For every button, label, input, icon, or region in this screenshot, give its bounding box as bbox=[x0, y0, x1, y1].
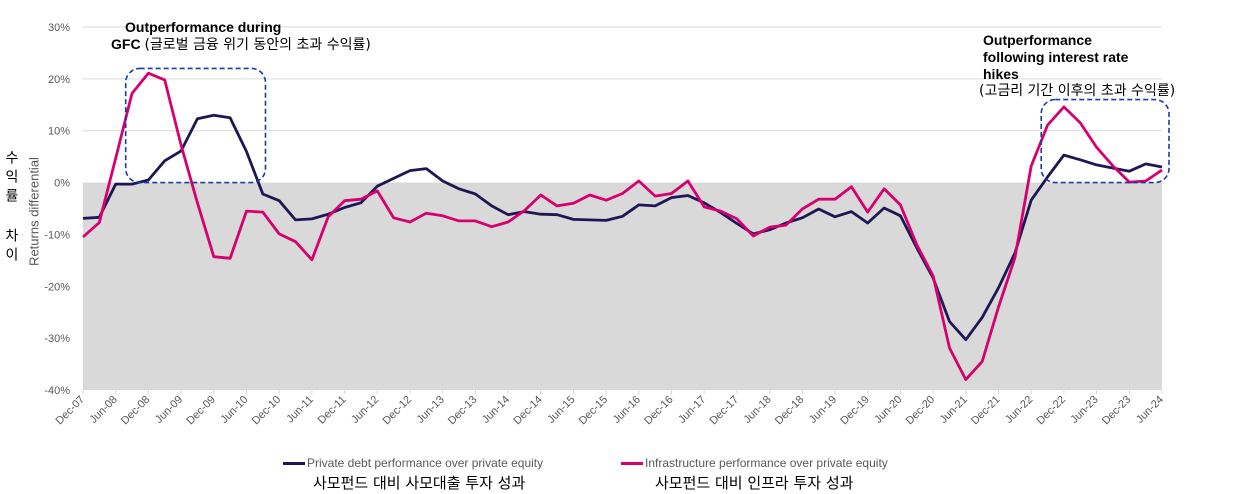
annotation-gfc-title2: GFC bbox=[111, 36, 141, 52]
legend-label: Private debt performance over private eq… bbox=[307, 456, 544, 470]
x-tick-label: Jun-21 bbox=[938, 394, 970, 426]
annotation-hikes-title3: hikes bbox=[983, 66, 1019, 82]
x-tick-label: Jun-14 bbox=[480, 394, 512, 426]
y-axis-label-korean: 수익률 차이 bbox=[3, 150, 19, 266]
y-tick-label: -40% bbox=[44, 385, 70, 397]
x-tick-label: Jun-20 bbox=[872, 394, 904, 426]
annotation-boxes bbox=[124, 67, 1170, 184]
y-tick-label: 30% bbox=[48, 22, 70, 34]
x-tick-label: Dec-23 bbox=[1100, 394, 1134, 428]
y-tick-label: -30% bbox=[44, 333, 70, 345]
x-tick-label: Jun-12 bbox=[349, 394, 381, 426]
x-tick-label: Dec-21 bbox=[969, 394, 1003, 428]
x-tick-label: Jun-16 bbox=[611, 394, 643, 426]
x-tick-label: Jun-15 bbox=[545, 394, 577, 426]
legend-item-infrastructure: Infrastructure performance over private … bbox=[621, 456, 888, 493]
legend-label: Infrastructure performance over private … bbox=[645, 456, 888, 470]
x-tick-label: Dec-16 bbox=[642, 394, 676, 428]
annotation-gfc: Outperformance during GFC (글로벌 금융 위기 동안의… bbox=[111, 19, 371, 54]
y-tick-label: -10% bbox=[44, 229, 70, 241]
x-tick-label: Dec-19 bbox=[838, 394, 872, 428]
x-tick-label: Dec-20 bbox=[904, 394, 938, 428]
x-tick-label: Dec-17 bbox=[707, 394, 741, 428]
x-tick-label: Jun-18 bbox=[741, 394, 773, 426]
x-tick-label: Dec-07 bbox=[54, 394, 88, 428]
x-tick-label: Jun-19 bbox=[807, 394, 839, 426]
x-tick-label: Dec-15 bbox=[577, 394, 611, 428]
legend-swatch-private-debt bbox=[283, 462, 305, 466]
x-tick-label: Jun-13 bbox=[415, 394, 447, 426]
series-line-infrastructure bbox=[82, 71, 1163, 382]
y-tick-label: 0% bbox=[54, 178, 70, 190]
x-tick-label: Dec-08 bbox=[119, 394, 153, 428]
x-tick-label: Dec-22 bbox=[1034, 394, 1068, 428]
y-axis-label: Returns differential bbox=[26, 157, 42, 266]
x-tick-label: Jun-08 bbox=[88, 394, 120, 426]
x-tick-label: Jun-24 bbox=[1134, 394, 1166, 426]
legend-label-korean: 사모펀드 대비 사모대출 투자 성과 bbox=[313, 474, 526, 492]
x-axis-ticks: Dec-07 Jun-08 Dec-08 Jun-09 Dec-09 Jun-10 Dec-… bbox=[54, 390, 1166, 428]
x-tick-label: Dec-18 bbox=[773, 394, 807, 428]
x-tick-label: Jun-17 bbox=[676, 394, 708, 426]
y-tick-label: -20% bbox=[44, 281, 70, 293]
y-axis-ticks: 30% 20% 10% 0% -10% -20% -30% -40% bbox=[44, 22, 70, 397]
x-tick-label: Dec-10 bbox=[250, 394, 284, 428]
annotation-box bbox=[1040, 98, 1170, 184]
x-tick-label: Jun-11 bbox=[284, 394, 316, 426]
x-tick-label: Jun-10 bbox=[218, 394, 250, 426]
annotation-box bbox=[124, 67, 267, 184]
annotation-rate-hikes: Outperformance following interest rate h… bbox=[979, 32, 1175, 100]
x-tick-label: Dec-11 bbox=[316, 394, 349, 427]
x-tick-label: Dec-12 bbox=[381, 394, 415, 428]
annotation-gfc-korean: (글로벌 금융 위기 동안의 초과 수익률) bbox=[144, 37, 371, 53]
annotation-hikes-korean: (고금리 기간 이후의 초과 수익률) bbox=[979, 83, 1176, 99]
x-tick-label: Jun-09 bbox=[153, 394, 185, 426]
legend-swatch-infrastructure bbox=[621, 462, 643, 466]
annotation-hikes-title2: following interest rate bbox=[983, 49, 1129, 65]
legend-item-private-debt: Private debt performance over private eq… bbox=[283, 456, 543, 493]
series-lines bbox=[82, 71, 1163, 382]
x-tick-label: Jun-22 bbox=[1003, 394, 1035, 426]
x-tick-label: Dec-13 bbox=[446, 394, 480, 428]
annotation-hikes-title1: Outperformance bbox=[983, 32, 1092, 48]
series-line-private-debt bbox=[82, 113, 1163, 342]
x-tick-label: Dec-14 bbox=[511, 394, 545, 428]
y-tick-label: 20% bbox=[48, 74, 70, 86]
x-tick-label: Jun-23 bbox=[1068, 394, 1100, 426]
y-tick-label: 10% bbox=[48, 126, 70, 138]
x-tick-label: Dec-09 bbox=[184, 394, 218, 428]
annotation-gfc-title: Outperformance during bbox=[125, 19, 282, 35]
legend-label-korean: 사모펀드 대비 인프라 투자 성과 bbox=[655, 474, 854, 492]
